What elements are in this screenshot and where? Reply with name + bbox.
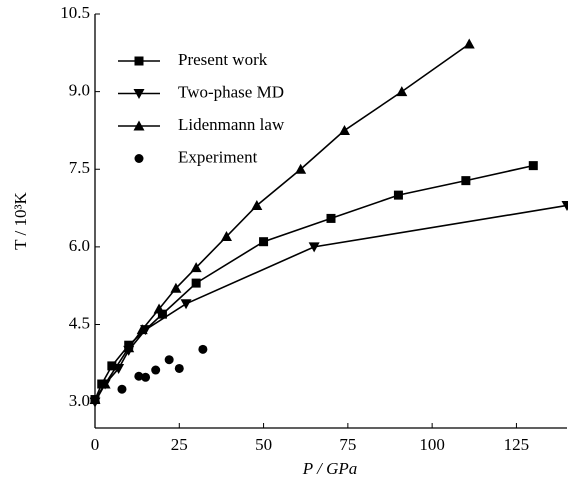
- marker: [561, 200, 568, 211]
- x-tick-label: 25: [171, 435, 188, 454]
- legend-label: Experiment: [178, 147, 258, 166]
- marker: [180, 299, 192, 310]
- marker: [461, 176, 471, 186]
- y-tick-label: 9.0: [69, 81, 90, 100]
- marker: [151, 365, 161, 375]
- marker: [220, 231, 232, 242]
- marker: [308, 242, 320, 253]
- legend-marker: [134, 154, 144, 163]
- x-tick-label: 100: [419, 435, 445, 454]
- marker: [136, 324, 148, 335]
- x-tick-label: 0: [91, 435, 100, 454]
- series-line: [94, 204, 568, 403]
- series-line: [94, 164, 534, 400]
- legend-marker: [134, 56, 144, 66]
- marker: [141, 372, 151, 382]
- marker: [251, 199, 263, 210]
- legend-label: Two-phase MD: [178, 82, 284, 101]
- marker: [153, 303, 165, 314]
- marker: [134, 371, 144, 381]
- marker: [164, 355, 174, 365]
- marker: [259, 237, 269, 247]
- y-tick-label: 7.5: [69, 158, 90, 177]
- marker: [191, 278, 201, 288]
- marker: [174, 363, 184, 373]
- y-axis-label: T / 10³K: [11, 191, 30, 249]
- marker: [338, 124, 350, 135]
- x-tick-label: 50: [255, 435, 272, 454]
- y-tick-label: 10.5: [60, 3, 90, 22]
- marker: [326, 213, 336, 223]
- x-tick-label: 125: [504, 435, 530, 454]
- legend-label: Lidenmann law: [178, 115, 285, 134]
- marker: [190, 262, 202, 273]
- legend-marker: [133, 89, 145, 99]
- marker: [89, 394, 101, 405]
- marker: [117, 384, 127, 394]
- marker: [170, 282, 182, 293]
- x-axis-label: P / GPa: [302, 459, 357, 478]
- marker: [463, 38, 475, 49]
- y-tick-label: 3.0: [69, 391, 90, 410]
- marker: [198, 344, 208, 354]
- legend-label: Present work: [178, 50, 268, 69]
- marker: [123, 342, 135, 353]
- y-tick-label: 6.0: [69, 236, 90, 255]
- marker: [393, 190, 403, 200]
- marker: [107, 361, 117, 371]
- y-tick-label: 4.5: [69, 313, 90, 332]
- x-tick-label: 75: [339, 435, 356, 454]
- marker: [157, 309, 167, 319]
- marker: [528, 161, 538, 171]
- legend-marker: [133, 120, 145, 131]
- marker: [396, 86, 408, 97]
- marker: [295, 163, 307, 174]
- marker: [99, 378, 111, 389]
- marker: [97, 379, 107, 389]
